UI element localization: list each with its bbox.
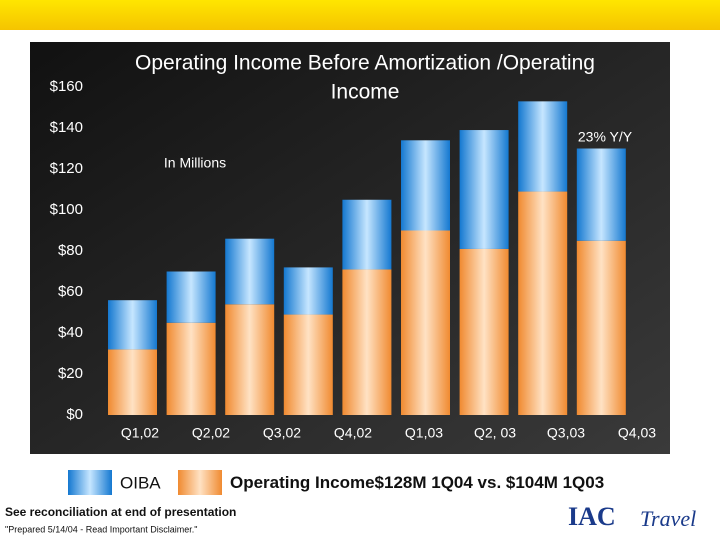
legend-label: OIBA bbox=[120, 473, 161, 492]
bar-segment bbox=[225, 238, 275, 305]
legend-swatch bbox=[68, 470, 112, 495]
legend-label: Operating Income$128M 1Q04 vs. $104M 1Q0… bbox=[230, 473, 604, 492]
bar-segment bbox=[342, 199, 392, 270]
x-tick-label: Q3,03 bbox=[547, 425, 585, 441]
x-tick-label: Q4,03 bbox=[618, 425, 656, 441]
bar-segment bbox=[518, 101, 568, 192]
bar-segment bbox=[576, 148, 626, 241]
bar-segment bbox=[342, 269, 392, 415]
y-tick-label: $40 bbox=[58, 324, 83, 341]
bar-segment bbox=[108, 349, 157, 415]
disclaimer: "Prepared 5/14/04 - Read Important Discl… bbox=[5, 524, 197, 534]
bar-segment bbox=[166, 271, 216, 323]
x-tick-label: Q1,02 bbox=[121, 425, 159, 441]
bar-segment bbox=[401, 140, 450, 231]
bar-segment bbox=[576, 240, 626, 415]
chart-title: Income bbox=[331, 81, 400, 104]
bar-segment bbox=[225, 304, 275, 415]
bar-segment bbox=[283, 314, 333, 415]
subtitle: In Millions bbox=[164, 155, 226, 171]
x-tick-label: Q4,02 bbox=[334, 425, 372, 441]
y-tick-label: $80 bbox=[58, 242, 83, 259]
bar-segment bbox=[283, 267, 333, 315]
x-tick-label: Q2,02 bbox=[192, 425, 230, 441]
y-tick-label: $120 bbox=[50, 160, 83, 177]
x-tick-label: Q3,02 bbox=[263, 425, 301, 441]
bar-segment bbox=[108, 300, 157, 350]
bar-segment bbox=[518, 191, 568, 415]
bar-segment bbox=[166, 322, 216, 415]
footer-note: See reconciliation at end of presentatio… bbox=[5, 505, 236, 519]
y-tick-label: $160 bbox=[50, 78, 83, 95]
logo: IAC bbox=[568, 502, 616, 531]
y-tick-label: $100 bbox=[50, 201, 83, 218]
legend-label: Operating Income bbox=[230, 473, 375, 492]
y-tick-label: $20 bbox=[58, 365, 83, 382]
chart-title: Operating Income Before Amortization /Op… bbox=[135, 52, 595, 75]
bar-segment bbox=[459, 130, 509, 249]
bar-segment bbox=[459, 248, 509, 415]
x-tick-label: Q1,03 bbox=[405, 425, 443, 441]
y-tick-label: $140 bbox=[50, 119, 83, 136]
legend-swatch bbox=[178, 470, 222, 495]
logo-sub: Travel bbox=[640, 506, 696, 531]
legend-note: $128M 1Q04 vs. $104M 1Q03 bbox=[375, 473, 605, 492]
x-tick-label: Q2, 03 bbox=[474, 425, 516, 441]
banner bbox=[0, 0, 720, 30]
annotation: 23% Y/Y bbox=[578, 129, 633, 145]
y-tick-label: $0 bbox=[66, 406, 83, 423]
y-tick-label: $60 bbox=[58, 283, 83, 300]
bar-segment bbox=[401, 230, 450, 415]
